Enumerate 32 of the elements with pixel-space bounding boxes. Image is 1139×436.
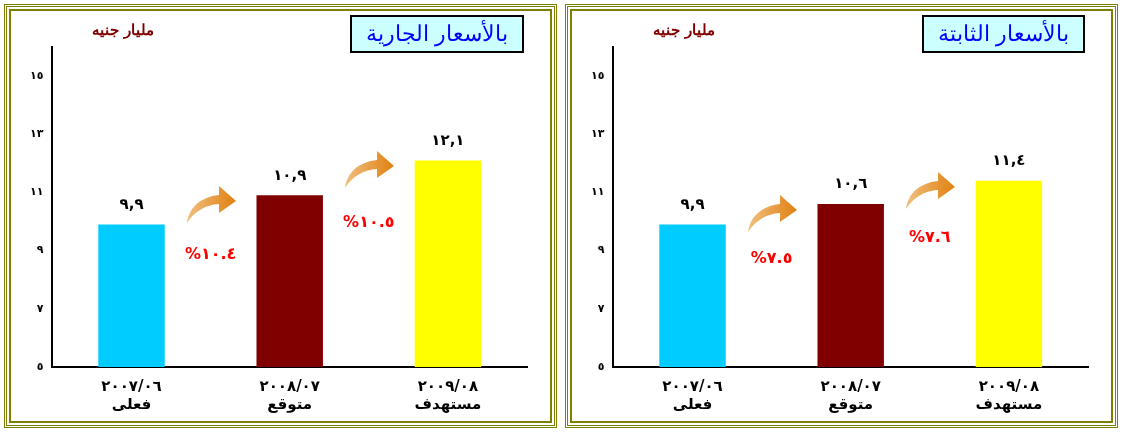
y-tick-label: ١٥ [590, 68, 605, 82]
x-tick-label: ٢٠٠٨/٠٧ متوقع [259, 376, 320, 413]
y-tick-label: ١٣ [590, 127, 605, 141]
y-axis-title: مليار جنيه [92, 21, 154, 39]
annotation: %١٠.٥ [343, 212, 395, 232]
annotation: %٧.٦ [908, 226, 951, 246]
x-tick-label: ٢٠٠٧/٠٦ فعلى [662, 376, 723, 413]
y-tick-label: ١١ [590, 185, 605, 199]
x-tick-label: ٢٠٠٩/٠٨ مستهدف [975, 376, 1043, 413]
y-tick-label: ٧ [597, 301, 605, 315]
y-tick-label: ١٥ [29, 68, 44, 82]
y-tick-label: ١١ [29, 185, 44, 199]
data-label: ١٠,٦ [834, 174, 868, 193]
x-tick-label: ٢٠٠٨/٠٧ متوقع [820, 376, 881, 413]
annotation: %١٠.٤ [184, 244, 237, 264]
annotation: %٧.٥ [750, 248, 793, 268]
x-tick-label: ٢٠٠٧/٠٦ فعلى [101, 376, 162, 413]
chart-title: بالأسعار الثابتة [921, 15, 1085, 53]
y-tick-label: ٥ [36, 359, 44, 373]
y-axis-title: مليار جنيه [653, 21, 715, 39]
data-label: ٩,٩ [680, 194, 705, 213]
chart-title: بالأسعار الجارية [349, 15, 524, 53]
y-tick-label: ٩ [36, 243, 44, 257]
data-label: ٩,٩ [119, 194, 144, 213]
x-tick-label: ٢٠٠٩/٠٨ مستهدف [414, 376, 482, 413]
y-tick-label: ٧ [36, 301, 44, 315]
data-label: ١٠,٩ [273, 165, 307, 184]
data-label: ١١,٤ [992, 151, 1026, 170]
y-tick-label: ١٣ [29, 127, 44, 141]
data-label: ١٢,١ [431, 130, 465, 149]
y-tick-label: ٩ [597, 243, 605, 257]
y-tick-label: ٥ [597, 359, 605, 373]
